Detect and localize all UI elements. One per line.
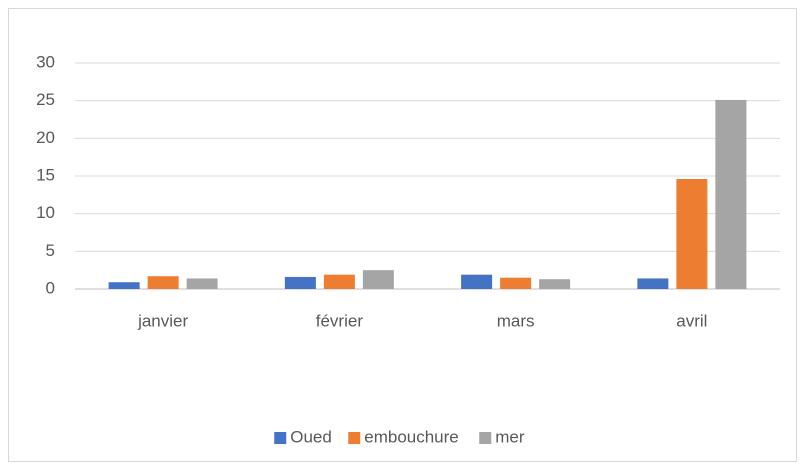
legend-label: Oued	[290, 427, 332, 446]
y-tick-label: 10	[36, 203, 55, 222]
bar	[676, 179, 708, 289]
bar	[715, 99, 747, 289]
legend-swatch	[348, 432, 361, 444]
bar	[284, 276, 316, 289]
bar	[461, 274, 493, 289]
y-tick-label: 30	[36, 52, 55, 71]
y-tick-label: 15	[36, 165, 55, 184]
bar	[108, 282, 140, 289]
chart-frame	[8, 8, 797, 462]
bar	[186, 278, 218, 289]
x-tick-label: avril	[676, 311, 707, 330]
bar	[539, 279, 571, 289]
bar	[500, 277, 532, 289]
legend-label: embouchure	[364, 427, 459, 446]
y-tick-label: 25	[36, 90, 55, 109]
y-tick-label: 5	[46, 241, 55, 260]
legend-swatch	[274, 432, 287, 444]
bar	[362, 270, 394, 289]
x-tick-label: février	[316, 311, 364, 330]
x-tick-label: janvier	[137, 311, 188, 330]
y-tick-label: 20	[36, 128, 55, 147]
bar	[147, 276, 179, 289]
bar	[323, 274, 355, 289]
x-tick-label: mars	[497, 311, 535, 330]
bar	[637, 278, 669, 289]
y-tick-label: 0	[46, 278, 55, 297]
legend-label: mer	[495, 427, 525, 446]
legend-swatch	[479, 432, 492, 444]
